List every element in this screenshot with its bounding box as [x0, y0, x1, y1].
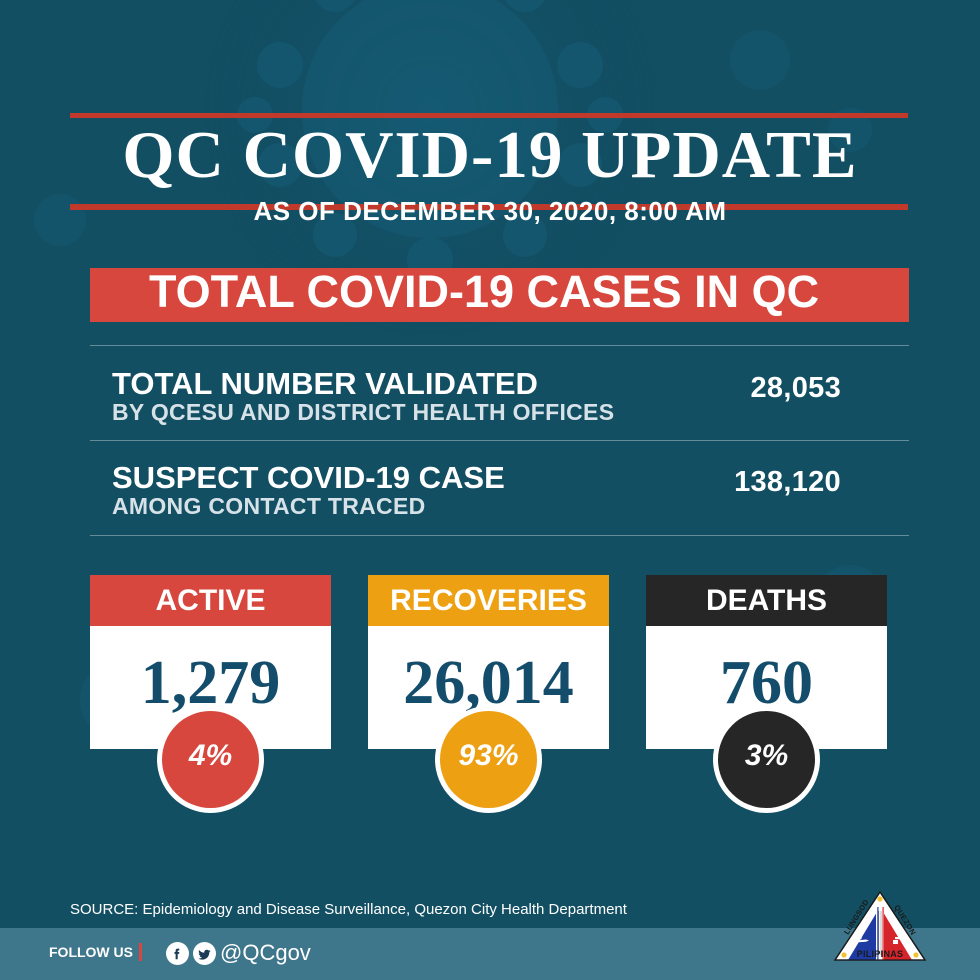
- svg-text:PILIPINAS: PILIPINAS: [857, 949, 904, 959]
